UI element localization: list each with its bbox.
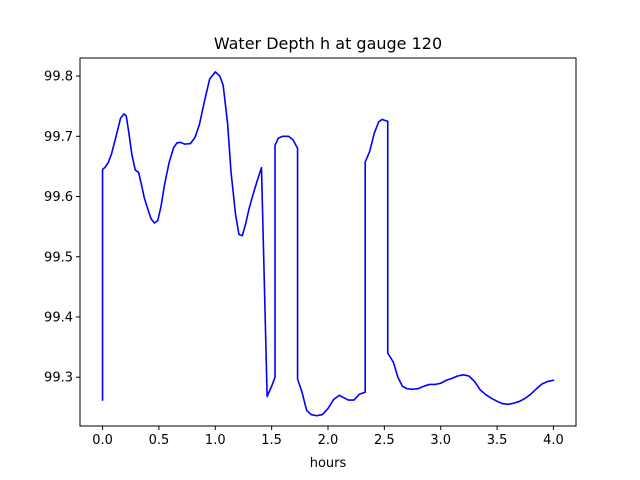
y-tick-label: 99.7 [44,130,73,145]
y-tick-label: 99.4 [44,310,73,325]
x-tick-label: 1.0 [205,433,226,448]
y-tick-label: 99.5 [44,250,73,265]
y-tick-label: 99.3 [44,371,73,386]
y-axis: 99.3 99.4 99.5 99.6 99.7 99.8 [44,70,80,386]
x-tick-label: 2.0 [318,433,339,448]
x-tick-label: 0.5 [149,433,170,448]
y-tick-label: 99.6 [44,190,73,205]
x-tick-label: 3.5 [487,433,508,448]
chart-title: Water Depth h at gauge 120 [214,34,442,53]
x-tick-label: 2.5 [374,433,395,448]
x-tick-label: 3.0 [430,433,451,448]
x-tick-label: 4.0 [543,433,564,448]
x-axis: 0.0 0.5 1.0 1.5 2.0 2.5 3.0 3.5 4.0 [92,426,564,448]
series-line-0 [101,71,555,417]
x-tick-label: 1.5 [261,433,282,448]
x-axis-label: hours [310,456,347,471]
y-tick-label: 99.8 [44,70,73,85]
plot-area [101,71,555,417]
x-tick-label: 0.0 [92,433,113,448]
